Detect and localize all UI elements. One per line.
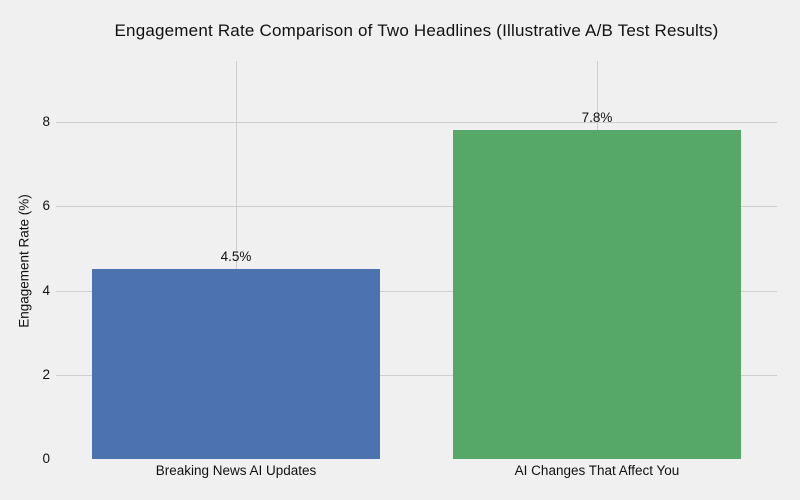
bar <box>92 269 380 459</box>
plot-area: 4.5% 7.8% <box>56 61 777 459</box>
bar-value-label: 7.8% <box>581 110 613 125</box>
h-gridline <box>56 291 777 292</box>
y-tick-label: 8 <box>42 114 50 129</box>
h-gridline <box>56 122 777 123</box>
y-tick-label: 2 <box>42 367 50 382</box>
x-tick-label: Breaking News AI Updates <box>155 463 317 478</box>
h-gridline <box>56 206 777 207</box>
y-tick-label: 4 <box>42 283 50 298</box>
x-tick-label: AI Changes That Affect You <box>514 463 680 478</box>
y-tick-label: 6 <box>42 198 50 213</box>
bar-value-label: 4.5% <box>220 249 252 264</box>
h-gridline <box>56 375 777 376</box>
chart-title: Engagement Rate Comparison of Two Headli… <box>114 21 719 40</box>
y-axis-label: Engagement Rate (%) <box>16 194 32 328</box>
v-gridline <box>236 61 237 459</box>
y-tick-label: 0 <box>42 451 50 466</box>
bar <box>453 130 741 459</box>
